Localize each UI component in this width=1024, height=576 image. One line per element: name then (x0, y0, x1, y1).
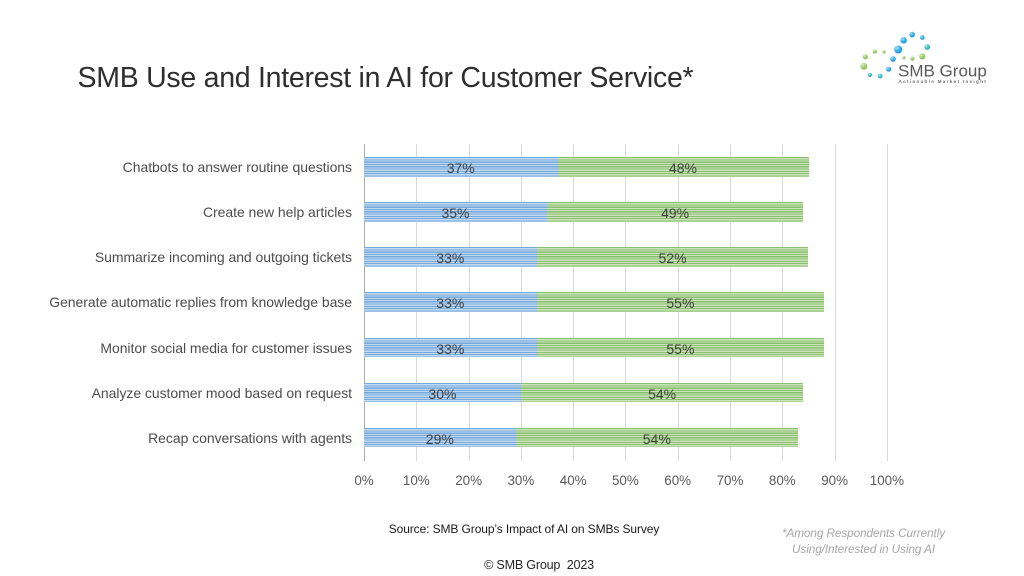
svg-text:Actionable Market Insight: Actionable Market Insight (899, 79, 988, 84)
svg-text:SMB Group: SMB Group (898, 62, 987, 81)
